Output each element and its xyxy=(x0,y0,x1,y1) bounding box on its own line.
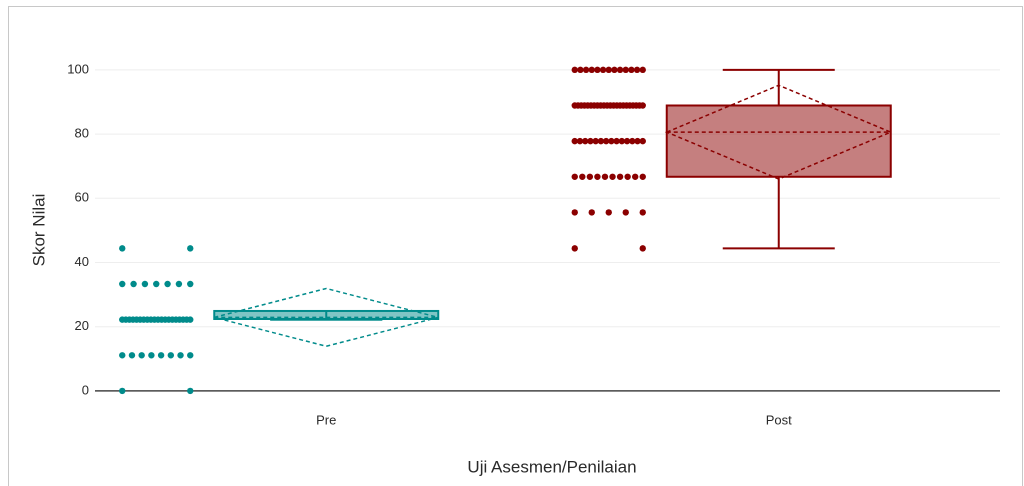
point xyxy=(587,137,594,145)
point xyxy=(639,102,646,109)
point xyxy=(605,66,612,74)
point xyxy=(639,137,646,145)
point xyxy=(119,352,126,359)
y-tick-label: 20 xyxy=(75,318,89,333)
point xyxy=(639,66,646,74)
point xyxy=(187,316,194,323)
y-axis-title: Skor Nilai xyxy=(29,194,48,267)
point xyxy=(588,66,595,74)
sd-diamond xyxy=(214,287,439,348)
point xyxy=(622,209,629,216)
point xyxy=(634,137,641,145)
point xyxy=(141,280,149,288)
point xyxy=(164,280,171,288)
point xyxy=(594,173,601,180)
point xyxy=(119,245,126,252)
point xyxy=(639,245,646,252)
y-tick-label: 60 xyxy=(75,190,89,205)
point xyxy=(639,173,646,180)
point xyxy=(153,280,160,288)
point xyxy=(616,66,624,74)
point xyxy=(639,209,646,216)
point xyxy=(609,173,616,180)
x-axis-title: Uji Asesmen/Penilaian xyxy=(467,457,636,476)
point xyxy=(138,352,145,359)
point xyxy=(608,137,615,145)
point xyxy=(187,352,194,359)
x-tick-label: Post xyxy=(766,412,792,427)
point xyxy=(571,137,578,145)
point xyxy=(588,209,595,216)
point xyxy=(130,280,137,288)
point xyxy=(594,66,601,74)
point xyxy=(599,66,607,74)
point xyxy=(618,137,626,145)
frame xyxy=(8,6,1023,486)
point xyxy=(624,173,631,180)
point xyxy=(175,280,183,288)
point xyxy=(177,352,184,359)
point xyxy=(613,137,620,145)
point xyxy=(119,387,126,395)
point xyxy=(601,173,609,180)
y-tick-label: 40 xyxy=(75,254,89,269)
point xyxy=(571,245,578,252)
point xyxy=(605,209,612,216)
point xyxy=(577,66,584,74)
point xyxy=(597,137,605,145)
point xyxy=(633,66,641,74)
y-tick-label: 80 xyxy=(75,126,89,141)
point xyxy=(623,137,631,145)
point xyxy=(592,137,599,145)
y-tick-label: 0 xyxy=(82,382,89,397)
point xyxy=(187,280,194,288)
point xyxy=(571,173,578,180)
point xyxy=(582,137,589,145)
point xyxy=(571,209,578,216)
sd-diamond xyxy=(664,84,893,180)
point xyxy=(611,66,618,74)
point xyxy=(157,352,165,359)
point xyxy=(582,66,590,74)
point xyxy=(628,66,635,74)
point xyxy=(622,66,629,74)
point xyxy=(586,173,594,180)
point xyxy=(576,137,584,145)
point xyxy=(128,352,136,359)
y-tick-label: 100 xyxy=(67,61,89,76)
point xyxy=(187,387,194,395)
box xyxy=(665,104,892,178)
point xyxy=(187,245,194,252)
point xyxy=(631,173,639,180)
point xyxy=(629,137,636,145)
point xyxy=(119,280,126,288)
point xyxy=(579,173,586,180)
point xyxy=(616,173,624,180)
x-tick-label: Pre xyxy=(316,412,336,427)
point xyxy=(571,66,578,74)
point xyxy=(602,137,610,145)
point xyxy=(148,352,155,359)
point xyxy=(167,352,175,359)
